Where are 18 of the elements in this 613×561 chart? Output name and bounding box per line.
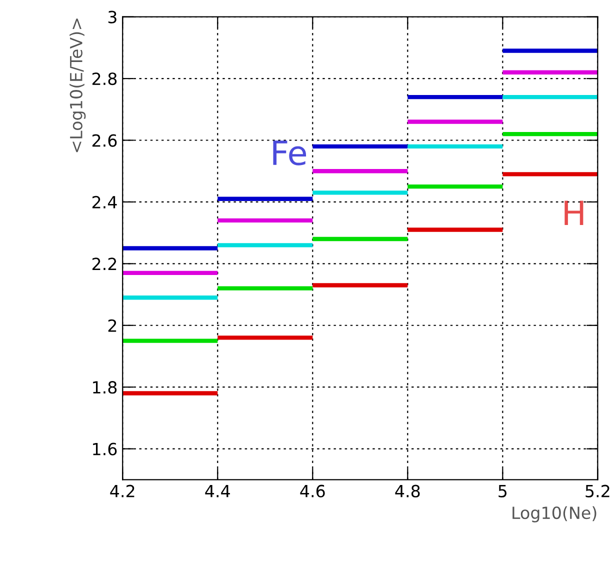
annotation: H	[564, 200, 584, 226]
y-tick-label: 2.8	[92, 72, 117, 86]
y-tick-label: 3	[108, 10, 116, 24]
y-tick-label: 1.8	[93, 381, 117, 394]
x-tick-label: 4.6	[300, 484, 325, 498]
x-tick-label: 4.2	[110, 484, 134, 498]
y-tick-label: 2	[108, 319, 116, 332]
x-tick-label: 5	[498, 485, 507, 498]
y-tick-label: 2.4	[92, 196, 117, 208]
x-tick-label: 4.4	[205, 485, 230, 498]
annotation: Fe	[273, 140, 306, 166]
y-axis-title: <Log10(E/TeV)>	[70, 18, 86, 152]
x-tick-label: 4.8	[395, 484, 420, 498]
y-tick-label: 2.6	[92, 134, 117, 147]
x-tick-label: 5.2	[586, 484, 610, 498]
x-axis-title: Log10(Ne)	[512, 506, 596, 522]
y-tick-label: 2.2	[92, 258, 116, 270]
y-tick-label: 1.6	[93, 442, 117, 456]
